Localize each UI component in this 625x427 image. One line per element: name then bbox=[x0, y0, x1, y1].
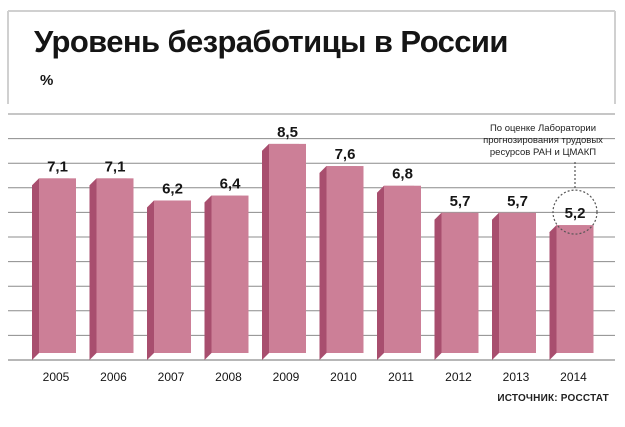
x-tick-label: 2014 bbox=[560, 370, 587, 384]
forecast-highlight-circle bbox=[552, 189, 598, 235]
bar bbox=[492, 212, 536, 360]
x-tick-label: 2010 bbox=[330, 370, 357, 384]
bar-face bbox=[96, 178, 134, 353]
x-tick-labels: 2005 2006 2007 2008 2009 2010 2011 2012 2013 2014 bbox=[43, 370, 588, 384]
bars bbox=[32, 143, 594, 360]
bar bbox=[377, 185, 421, 360]
x-tick-label: 2013 bbox=[503, 370, 530, 384]
bar-side bbox=[32, 178, 39, 360]
value-label: 5,7 bbox=[507, 193, 528, 210]
bar-side bbox=[319, 166, 327, 360]
bar-face bbox=[211, 195, 249, 353]
bar-face bbox=[384, 185, 421, 353]
x-tick-label: 2005 bbox=[43, 370, 70, 384]
bar bbox=[89, 178, 134, 360]
bar-side bbox=[434, 212, 442, 360]
bar-face bbox=[441, 212, 479, 353]
x-tick-label: 2007 bbox=[158, 370, 185, 384]
bar-face bbox=[326, 166, 364, 353]
bar bbox=[549, 225, 594, 360]
bar-side bbox=[89, 178, 97, 360]
bar bbox=[32, 178, 76, 360]
bar-face bbox=[556, 225, 594, 353]
bar-side bbox=[147, 200, 154, 360]
bar bbox=[262, 143, 306, 360]
bar-face bbox=[154, 200, 191, 353]
value-label: 8,5 bbox=[277, 124, 298, 141]
value-label: 6,2 bbox=[162, 180, 183, 197]
bar-side bbox=[492, 212, 499, 360]
bar-side bbox=[549, 225, 557, 360]
bar bbox=[147, 200, 191, 360]
x-tick-label: 2012 bbox=[445, 370, 472, 384]
value-label: 5,7 bbox=[450, 193, 471, 210]
bar bbox=[204, 195, 249, 360]
bar-face bbox=[269, 143, 306, 353]
unit-label: % bbox=[40, 72, 54, 89]
bar-side bbox=[204, 195, 212, 360]
value-labels: 7,1 7,1 6,2 6,4 8,5 7,6 6,8 5,7 5,7 5,2 bbox=[47, 124, 585, 222]
x-tick-label: 2006 bbox=[100, 370, 127, 384]
x-tick-label: 2008 bbox=[215, 370, 242, 384]
bar bbox=[319, 166, 364, 360]
value-label: 7,6 bbox=[335, 146, 356, 163]
bar-face bbox=[499, 212, 536, 353]
source-label: ИСТОЧНИК: РОССТАТ bbox=[497, 393, 609, 404]
value-label: 7,1 bbox=[105, 158, 126, 175]
value-label: 6,4 bbox=[220, 176, 242, 193]
value-label: 6,8 bbox=[392, 166, 413, 183]
bar bbox=[434, 212, 479, 360]
x-tick-label: 2009 bbox=[273, 370, 300, 384]
bar-side bbox=[377, 185, 384, 360]
value-label: 7,1 bbox=[47, 158, 68, 175]
bar-face bbox=[39, 178, 76, 353]
forecast-note: По оценке Лаборатории прогнозирования тр… bbox=[483, 123, 603, 158]
bar-side bbox=[262, 143, 269, 360]
x-tick-label: 2011 bbox=[388, 370, 414, 384]
forecast-callout bbox=[552, 162, 598, 235]
value-label: 5,2 bbox=[565, 205, 586, 222]
chart-title: Уровень безработицы в России bbox=[34, 24, 508, 59]
